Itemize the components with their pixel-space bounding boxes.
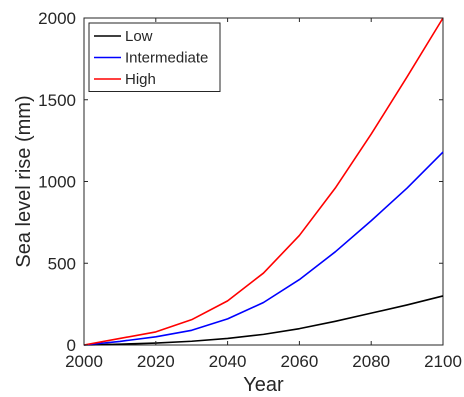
y-tick-label: 2000 <box>38 9 76 28</box>
legend-item-low: Low <box>94 28 153 45</box>
x-tick-label: 2080 <box>352 352 390 371</box>
series-line-intermediate <box>83 151 444 346</box>
series-line-high <box>83 17 444 346</box>
y-tick-label: 1500 <box>38 91 76 110</box>
legend-label: Low <box>125 28 153 45</box>
y-tick-label: 0 <box>67 336 76 355</box>
legend-label: Intermediate <box>125 50 208 67</box>
y-axis-ticks: 0 500 1000 1500 2000 <box>38 9 443 355</box>
legend-label: High <box>125 71 156 88</box>
x-tick-label: 2000 <box>65 352 103 371</box>
x-axis-ticks: 2000 2020 2040 2060 2080 2100 <box>65 18 462 371</box>
legend: Low Intermediate High <box>88 22 221 92</box>
x-tick-label: 2020 <box>137 352 175 371</box>
x-axis-label: Year <box>243 374 284 396</box>
y-tick-label: 1000 <box>38 173 76 192</box>
y-tick-label: 500 <box>48 254 76 273</box>
y-axis-label: Sea level rise (mm) <box>13 95 35 267</box>
x-tick-label: 2060 <box>280 352 318 371</box>
x-tick-label: 2100 <box>424 352 462 371</box>
series-line-low <box>83 295 444 346</box>
legend-item-high: High <box>94 71 156 88</box>
series-layer <box>83 17 444 346</box>
x-tick-label: 2040 <box>209 352 247 371</box>
legend-item-intermediate: Intermediate <box>94 50 208 67</box>
